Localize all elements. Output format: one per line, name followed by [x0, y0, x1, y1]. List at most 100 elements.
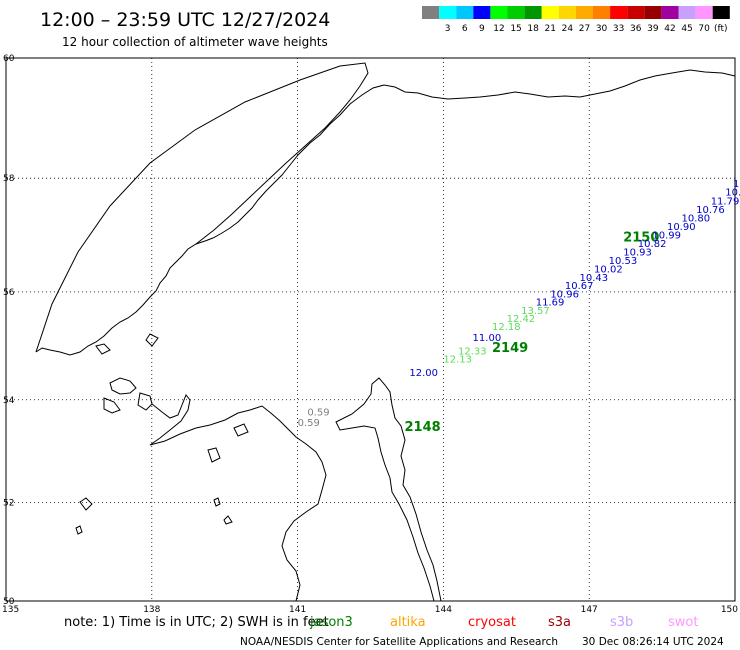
legend-label: 24 — [562, 24, 574, 34]
map-frame — [5, 57, 736, 602]
legend-label: 27 — [579, 24, 590, 34]
wave-height-value: 10.99 — [652, 231, 681, 242]
legend-swatch — [695, 6, 713, 19]
legend-swatch — [678, 6, 696, 19]
legend-label: 15 — [510, 24, 521, 34]
latitude-tick: 56 — [3, 288, 15, 298]
satellite-pass-labels: 2148 2149 2150 — [405, 230, 660, 435]
latitude-tick: 50 — [3, 597, 15, 607]
pass-number-label: 2149 — [492, 341, 528, 356]
legend-swatch — [422, 6, 440, 19]
longitude-tick: 135 — [2, 605, 19, 615]
legend-swatch — [490, 6, 508, 19]
legend-label: 3 — [445, 24, 451, 34]
longitude-tick: 144 — [435, 605, 452, 615]
wave-height-value: 0.59 — [298, 418, 320, 429]
wave-height-value: 10.02 — [594, 264, 623, 275]
footer-note: note: 1) Time is in UTC; 2) SWH is in fe… — [64, 615, 329, 630]
legend-label: 42 — [664, 24, 675, 34]
wave-height-value: 10.22 — [725, 188, 740, 199]
wave-height-value: 10.93 — [623, 248, 652, 259]
legend-swatch — [610, 6, 628, 19]
legend-swatch — [456, 6, 474, 19]
satellite-legend-item: altika — [390, 615, 426, 630]
satellite-legend: jason3 altika cryosat s3a s3b swot — [309, 615, 698, 630]
legend-swatch — [661, 6, 679, 19]
credit-line: NOAA/NESDIS Center for Satellite Applica… — [240, 636, 558, 648]
longitude-tick: 147 — [581, 605, 598, 615]
legend-label: 70 — [698, 24, 710, 34]
legend-label: 39 — [647, 24, 659, 34]
legend-swatch — [541, 6, 559, 19]
wave-height-value: 12.42 — [507, 314, 536, 325]
graticule — [6, 58, 735, 601]
legend-swatch — [575, 6, 593, 19]
wave-height-value: 13.57 — [521, 306, 550, 317]
legend-unit: (ft) — [714, 24, 728, 34]
page-subtitle: 12 hour collection of altimeter wave hei… — [62, 35, 328, 49]
legend-label: 36 — [630, 24, 642, 34]
legend-label: 30 — [596, 24, 608, 34]
wave-height-value: 12.13 — [443, 355, 472, 366]
legend-swatch — [593, 6, 611, 19]
latitude-tick: 54 — [3, 396, 15, 406]
coast-detail-1 — [95, 333, 249, 463]
amur-bay-coast — [149, 394, 191, 446]
legend-swatch — [712, 6, 730, 19]
longitude-tick: 141 — [289, 605, 306, 615]
legend-swatch — [627, 6, 645, 19]
latitude-tick: 60 — [3, 54, 15, 64]
wave-height-value: 10.53 — [609, 256, 638, 267]
wave-height-value: 12.18 — [492, 322, 521, 333]
sakhalin-island — [335, 377, 442, 602]
longitude-tick: 150 — [721, 605, 738, 615]
satellite-legend-item: cryosat — [468, 615, 516, 630]
legend-label: 6 — [462, 24, 468, 34]
legend-label: 33 — [613, 24, 624, 34]
satellite-legend-item: swot — [668, 615, 698, 630]
latitude-tick: 58 — [3, 174, 15, 184]
wave-height-value: 10.90 — [667, 222, 696, 233]
legend-swatch — [439, 6, 457, 19]
legend-swatch — [644, 6, 662, 19]
northern-island — [35, 62, 369, 353]
latitude-labels: 60 58 56 54 52 50 — [3, 54, 15, 607]
legend-swatch — [507, 6, 525, 19]
legend-swatch — [524, 6, 542, 19]
pass-number-label: 2150 — [623, 230, 659, 245]
wave-height-value: 12.00 — [409, 368, 438, 379]
satellite-legend-item: s3a — [548, 615, 571, 630]
coastline — [35, 62, 736, 602]
legend-label: 45 — [681, 24, 692, 34]
coast-detail-2 — [75, 497, 233, 535]
map-area: 135 138 141 144 147 150 60 58 56 54 52 50 2148 2149… — [2, 54, 740, 615]
legend-label: 18 — [527, 24, 539, 34]
legend-label: 21 — [545, 24, 556, 34]
wave-height-value: 10.43 — [579, 273, 608, 284]
page-title: 12:00 – 23:59 UTC 12/27/2024 — [40, 9, 330, 31]
legend-swatch — [473, 6, 491, 19]
satellite-legend-item: s3b — [610, 615, 633, 630]
legend-label: 9 — [479, 24, 485, 34]
generated-timestamp: 30 Dec 08:26:14 UTC 2024 — [582, 636, 724, 648]
wave-height-value: 11.00 — [473, 333, 502, 344]
pass-number-label: 2148 — [405, 420, 441, 435]
wave-height-value: 11.79 — [711, 196, 740, 207]
shantar-islands — [103, 377, 153, 414]
longitude-tick: 138 — [143, 605, 160, 615]
satellite-legend-item: jason3 — [309, 615, 353, 630]
wave-height-legend: (ft) 3 6 9 12 15 18 21 24 27 30 33 36 39 42 45 70 — [422, 6, 730, 34]
wave-height-value: 12.33 — [458, 347, 487, 358]
wave-height-value: 10.76 — [696, 205, 725, 216]
legend-label: 12 — [493, 24, 504, 34]
wave-height-value: 0.59 — [307, 408, 329, 419]
latitude-tick: 52 — [3, 499, 14, 509]
okhotsk-north-coast — [35, 69, 736, 356]
wave-height-value: 10.67 — [565, 281, 594, 292]
mainland-east-coast — [149, 405, 327, 602]
wave-height-value: 10.82 — [638, 239, 667, 250]
longitude-labels: 135 138 141 144 147 150 — [2, 605, 738, 615]
wave-height-value: 11.69 — [536, 298, 565, 309]
